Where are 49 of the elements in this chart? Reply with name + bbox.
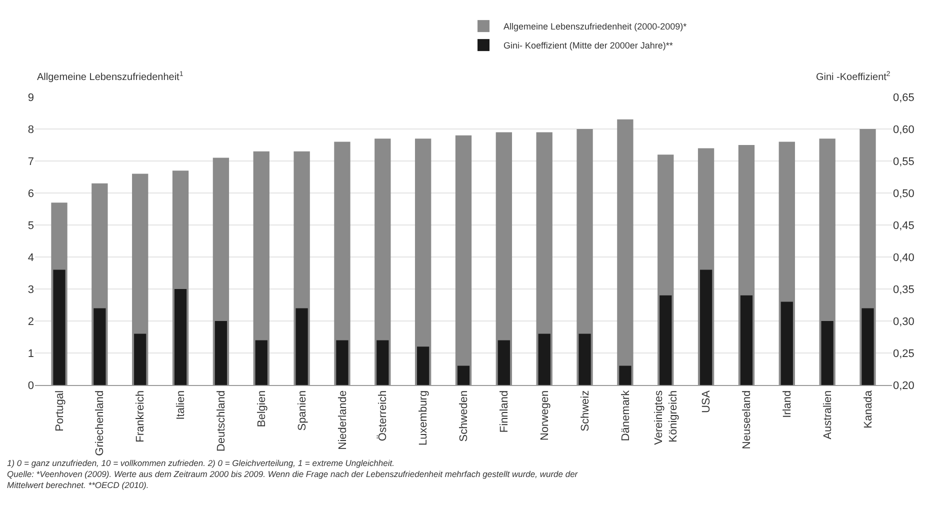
y-tick-label: 2 (28, 316, 34, 328)
x-tick-label: Vereinigtes Königreich (653, 390, 680, 445)
x-tick-label: Spanien (296, 390, 308, 431)
x-tick-label: Australien (822, 390, 834, 440)
x-tick-label: Italien (175, 390, 188, 420)
y2-tick-label: 0,45 (893, 220, 914, 232)
text: 1) 0 = ganz unzufrieden, 10 = vollkommen zufrieden. 2) 0 = Gleichverteilung, 1 = extreme Ungleichheit. (7, 458, 394, 468)
y2-tick-label: 0,50 (893, 188, 914, 200)
y-axis-title: Allgemeine Lebenszufriedenheit$^{1}$ (37, 71, 184, 84)
y2-tick-label: 0,30 (893, 316, 914, 328)
y2-tick-label: 0,65 (893, 92, 914, 104)
x-tick-label: Kanada (862, 390, 874, 428)
x-tick-label: Niederlande (336, 390, 349, 450)
x-tick-label: USA (700, 390, 713, 414)
y-tick-label: 9 (28, 92, 34, 104)
legend-label: Gini- Koeffizient (Mitte der 2000er Jahre)** (504, 40, 674, 51)
source-note: Quelle: *Veenhoven (2009). Werte aus dem Zeitraum 2000 bis 2009. Wenn die Frage nach der Lebenszufriedenheit mehrfach gestellt wurde, wurde der Mittelwert berechnet. **OECD (2010). (7, 469, 579, 490)
y-tick-label: 4 (28, 252, 34, 264)
y2-axis-title: Gini -Koeffizient$^{2}$ (816, 71, 890, 84)
x-tick-label: Schweiz (579, 390, 592, 432)
x-tick-label: Österreich (376, 390, 390, 442)
y-tick-label: 1 (28, 348, 34, 360)
y-tick-label: 6 (28, 188, 34, 200)
y-tick-label: 8 (28, 124, 34, 136)
x-tick-label: Deutschland (216, 390, 228, 452)
x-tick-label: Irland (781, 390, 794, 418)
y-tick-label: 3 (28, 284, 34, 296)
y2-tick-label: 0,20 (893, 380, 914, 392)
x-tick-label: Schweden (458, 390, 470, 442)
y-tick-label: 5 (28, 220, 34, 232)
y-tick-label: 0 (28, 380, 34, 392)
bar (617, 119, 634, 385)
x-tick-label: Dänemark (620, 390, 632, 442)
x-tick-label: Finnland (498, 390, 510, 433)
x-tick-label: Portugal (54, 390, 66, 432)
y2-tick-label: 0,60 (893, 124, 914, 136)
x-tick-label: Frankreich (134, 390, 147, 442)
legend-label: Allgemeine Lebenszufriedenheit (2000-2009)* (504, 22, 688, 32)
y2-tick-label: 0,40 (893, 252, 914, 264)
x-tick-label: Luxemburg (418, 390, 430, 446)
y2-tick-label: 0,55 (893, 156, 914, 168)
y2-tick-label: 0,25 (893, 348, 914, 360)
x-tick-label: Griechenland (94, 390, 106, 456)
y-tick-label: 7 (28, 156, 34, 168)
y2-tick-label: 0,35 (893, 284, 914, 296)
x-tick-label: Neuseeland (741, 390, 754, 450)
bar (455, 135, 472, 385)
x-tick-label: Norwegen (538, 390, 551, 441)
x-tick-label: Belgien (256, 390, 268, 428)
